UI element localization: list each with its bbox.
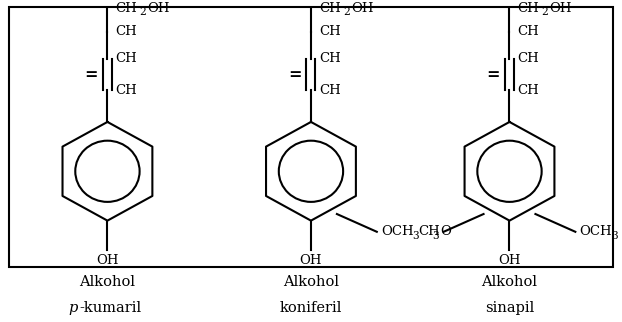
Text: -kumaril: -kumaril <box>80 301 142 316</box>
Text: =: = <box>85 66 98 83</box>
Text: CH: CH <box>319 2 341 15</box>
Text: CH: CH <box>116 52 137 65</box>
Text: CH: CH <box>319 25 341 38</box>
Text: sinapil: sinapil <box>485 301 534 316</box>
Text: 2: 2 <box>343 7 350 17</box>
Text: koniferil: koniferil <box>280 301 342 316</box>
Text: CH: CH <box>518 84 539 97</box>
Text: CH: CH <box>418 225 440 238</box>
Text: 3: 3 <box>413 231 419 241</box>
Text: OCH: OCH <box>579 225 612 238</box>
Text: p: p <box>68 301 78 316</box>
Text: CH: CH <box>518 52 539 65</box>
Text: 2: 2 <box>139 7 146 17</box>
Text: Alkohol: Alkohol <box>80 275 136 289</box>
Text: OCH: OCH <box>381 225 414 238</box>
Text: CH: CH <box>319 52 341 65</box>
Text: 3: 3 <box>611 231 618 241</box>
Text: CH: CH <box>116 25 137 38</box>
Text: CH: CH <box>116 2 137 15</box>
Text: CH: CH <box>518 2 539 15</box>
Text: 3: 3 <box>432 231 439 241</box>
Text: O: O <box>440 225 451 238</box>
FancyBboxPatch shape <box>9 7 613 267</box>
Text: Alkohol: Alkohol <box>283 275 339 289</box>
Text: OH: OH <box>498 254 521 267</box>
Text: OH: OH <box>300 254 322 267</box>
Text: =: = <box>288 66 302 83</box>
Text: OH: OH <box>96 254 119 267</box>
Text: OH: OH <box>351 2 373 15</box>
Text: OH: OH <box>147 2 170 15</box>
Text: CH: CH <box>518 25 539 38</box>
Text: =: = <box>486 66 500 83</box>
Text: CH: CH <box>319 84 341 97</box>
Text: CH: CH <box>116 84 137 97</box>
Text: OH: OH <box>549 2 572 15</box>
Text: 2: 2 <box>541 7 548 17</box>
Text: Alkohol: Alkohol <box>481 275 537 289</box>
